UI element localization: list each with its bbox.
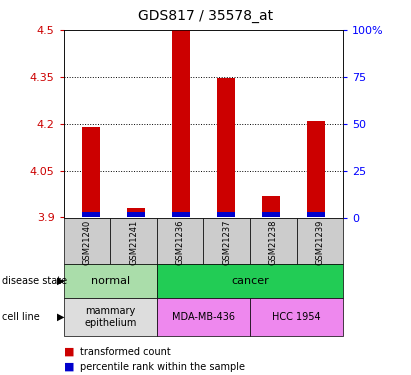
Text: cell line: cell line — [2, 312, 40, 322]
Text: MDA-MB-436: MDA-MB-436 — [172, 312, 235, 322]
Text: ■: ■ — [64, 347, 74, 357]
Bar — [217, 78, 235, 218]
Text: GSM21239: GSM21239 — [315, 219, 324, 265]
Text: GSM21236: GSM21236 — [175, 219, 185, 265]
Text: percentile rank within the sample: percentile rank within the sample — [80, 362, 245, 372]
Bar — [307, 212, 325, 217]
Bar — [127, 212, 145, 217]
Bar — [82, 127, 100, 218]
Bar — [172, 30, 190, 217]
Text: transformed count: transformed count — [80, 347, 171, 357]
Bar — [307, 121, 325, 218]
Bar — [217, 212, 235, 217]
Text: disease state: disease state — [2, 276, 67, 286]
Text: GDS817 / 35578_at: GDS817 / 35578_at — [138, 9, 273, 23]
Bar — [262, 212, 280, 217]
Text: mammary
epithelium: mammary epithelium — [84, 306, 136, 328]
Text: GSM21241: GSM21241 — [129, 219, 138, 265]
Text: HCC 1954: HCC 1954 — [272, 312, 321, 322]
Text: ▶: ▶ — [57, 312, 65, 322]
Bar — [127, 208, 145, 218]
Text: GSM21240: GSM21240 — [83, 219, 92, 265]
Text: ■: ■ — [64, 362, 74, 372]
Bar — [82, 212, 100, 217]
Text: GSM21237: GSM21237 — [222, 219, 231, 265]
Text: GSM21238: GSM21238 — [269, 219, 278, 265]
Text: normal: normal — [91, 276, 130, 286]
Bar — [172, 212, 190, 217]
Text: ▶: ▶ — [57, 276, 65, 286]
Text: cancer: cancer — [231, 276, 269, 286]
Bar — [262, 196, 280, 217]
